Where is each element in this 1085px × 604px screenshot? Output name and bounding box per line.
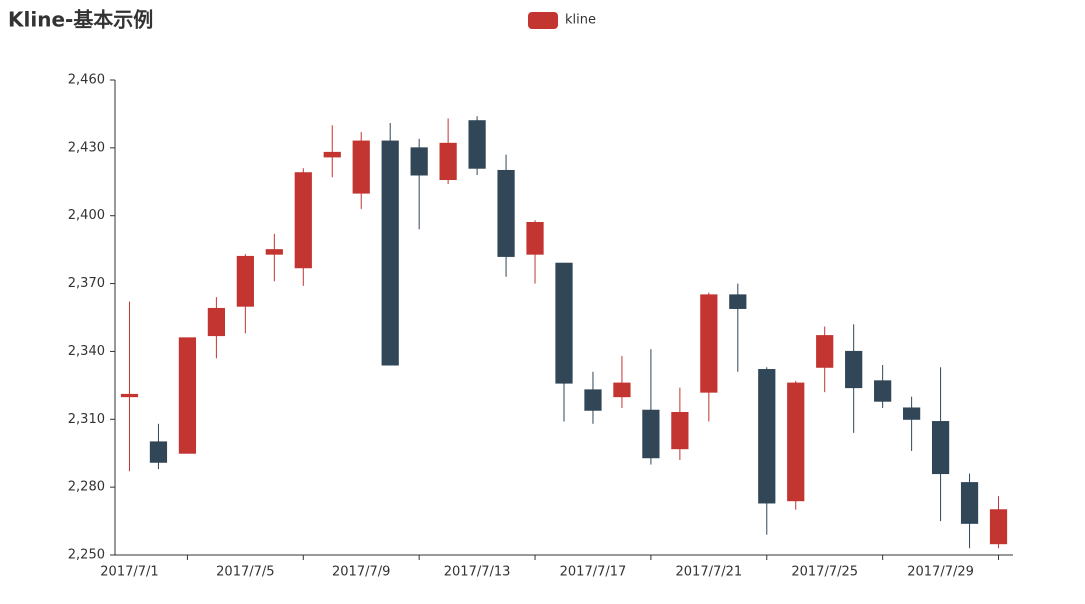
candle-body (497, 169, 515, 257)
candle-body (178, 337, 197, 454)
x-tick-label: 2017/7/25 (791, 565, 858, 580)
candle-body (845, 350, 863, 389)
x-tick-label: 2017/7/29 (907, 565, 974, 580)
candle-body (439, 142, 457, 181)
candle-body (960, 482, 979, 524)
candle-body (265, 249, 283, 255)
y-tick-label: 2,310 (68, 412, 105, 427)
candle-body (613, 382, 631, 398)
candle-body (700, 294, 718, 393)
candle-body (120, 393, 139, 398)
candle-body (671, 412, 689, 450)
candle-body (149, 441, 168, 463)
candle-body (874, 380, 892, 402)
candle-body (294, 172, 312, 269)
y-tick-label: 2,400 (68, 208, 105, 223)
x-tick-label: 2017/7/5 (216, 565, 274, 580)
candle-body (526, 222, 544, 255)
candle-body (931, 421, 950, 475)
x-tick-label: 2017/7/13 (444, 565, 511, 580)
candle-body (758, 369, 776, 504)
y-tick-label: 2,430 (68, 140, 105, 155)
candle-body (352, 140, 370, 194)
candle-body (729, 294, 747, 309)
candle-body (207, 307, 225, 337)
candle-body (642, 409, 660, 459)
y-tick-label: 2,280 (68, 480, 105, 495)
legend-swatch (528, 12, 558, 29)
x-tick-label: 2017/7/1 (100, 565, 158, 580)
x-tick-label: 2017/7/9 (332, 565, 390, 580)
candle-body (903, 407, 921, 420)
y-tick-label: 2,370 (68, 276, 105, 291)
y-tick-label: 2,250 (68, 548, 105, 563)
x-tick-label: 2017/7/17 (560, 565, 627, 580)
candle-body (468, 120, 486, 169)
candle-body (323, 151, 341, 158)
candle-body (816, 335, 834, 368)
y-tick-label: 2,340 (68, 344, 105, 359)
y-tick-label: 2,460 (68, 73, 105, 88)
candle-body (381, 140, 399, 366)
legend-label: kline (565, 13, 596, 28)
chart-title: Kline-基本示例 (8, 8, 153, 32)
candle-body (787, 382, 805, 502)
candle-body (555, 262, 573, 384)
candle-body (584, 389, 602, 411)
candle-body (410, 147, 428, 176)
x-tick-label: 2017/7/21 (676, 565, 743, 580)
candle-body (236, 255, 254, 307)
candle-body (989, 509, 1008, 545)
